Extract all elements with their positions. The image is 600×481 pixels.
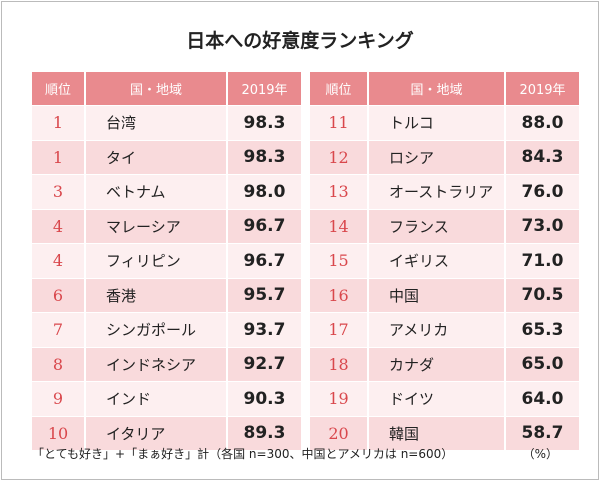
country-cell: オーストラリア — [367, 174, 505, 210]
value-cell: 98.3 — [226, 140, 301, 175]
country-cell: イギリス — [367, 243, 505, 279]
header-cell: 2019年 — [504, 72, 579, 106]
country-cell: フランス — [367, 209, 505, 244]
value-cell: 98.0 — [226, 174, 301, 210]
value-cell: 64.0 — [504, 381, 579, 417]
rank-cell: 3 — [30, 174, 85, 210]
table-row: 11 トルコ 88.0 — [308, 105, 579, 141]
rank-cell: 1 — [30, 105, 85, 141]
ranking-table: 順位 国・地域 2019年 11 トルコ 88.0 12 ロシア 84.3 13 オーストラリア 76… — [308, 72, 579, 451]
value-cell: 71.0 — [504, 243, 579, 279]
table-row: 20 韓国 58.7 — [308, 416, 579, 451]
value-cell: 76.0 — [504, 174, 579, 210]
header-cell: 順位 — [30, 72, 85, 106]
header-cell: 順位 — [308, 72, 368, 106]
value-cell: 96.7 — [226, 209, 301, 244]
rank-cell: 20 — [308, 416, 368, 451]
country-cell: アメリカ — [367, 312, 505, 348]
footnote: 「とても好き」+「まぁ好き」計（各国 n=300、中国とアメリカは n=600） — [32, 447, 454, 461]
value-cell: 89.3 — [226, 416, 301, 451]
rank-cell: 17 — [308, 312, 368, 348]
header-row: 順位 国・地域 2019年 — [30, 72, 301, 106]
table-row: 1 台湾 98.3 — [30, 105, 301, 141]
rank-cell: 10 — [30, 416, 85, 451]
rank-cell: 6 — [30, 278, 85, 313]
rank-cell: 1 — [30, 140, 85, 175]
rank-cell: 9 — [30, 381, 85, 417]
table-row: 16 中国 70.5 — [308, 278, 579, 313]
country-cell: イタリア — [84, 416, 227, 451]
table-row: 17 アメリカ 65.3 — [308, 312, 579, 348]
country-cell: シンガポール — [84, 312, 227, 348]
value-cell: 65.0 — [504, 347, 579, 382]
country-cell: 韓国 — [367, 416, 505, 451]
value-cell: 96.7 — [226, 243, 301, 279]
rank-cell: 11 — [308, 105, 368, 141]
country-cell: ベトナム — [84, 174, 227, 210]
country-cell: マレーシア — [84, 209, 227, 244]
rank-cell: 14 — [308, 209, 368, 244]
table-row: 19 ドイツ 64.0 — [308, 381, 579, 417]
country-cell: 香港 — [84, 278, 227, 313]
country-cell: ドイツ — [367, 381, 505, 417]
header-cell: 国・地域 — [367, 72, 505, 106]
country-cell: 台湾 — [84, 105, 227, 141]
table-row: 12 ロシア 84.3 — [308, 140, 579, 175]
value-cell: 70.5 — [504, 278, 579, 313]
table-row: 15 イギリス 71.0 — [308, 243, 579, 279]
table-row: 4 フィリピン 96.7 — [30, 243, 301, 279]
table-row: 1 タイ 98.3 — [30, 140, 301, 175]
country-cell: カナダ — [367, 347, 505, 382]
country-cell: トルコ — [367, 105, 505, 141]
table-row: 4 マレーシア 96.7 — [30, 209, 301, 244]
country-cell: インド — [84, 381, 227, 417]
table-row: 13 オーストラリア 76.0 — [308, 174, 579, 210]
value-cell: 88.0 — [504, 105, 579, 141]
value-cell: 73.0 — [504, 209, 579, 244]
rank-cell: 4 — [30, 243, 85, 279]
rank-cell: 19 — [308, 381, 368, 417]
value-cell: 90.3 — [226, 381, 301, 417]
rank-cell: 16 — [308, 278, 368, 313]
unit: （%） — [522, 447, 558, 461]
rank-cell: 7 — [30, 312, 85, 348]
header-cell: 国・地域 — [84, 72, 227, 106]
country-cell: 中国 — [367, 278, 505, 313]
rank-cell: 13 — [308, 174, 368, 210]
table-row: 18 カナダ 65.0 — [308, 347, 579, 382]
rank-cell: 12 — [308, 140, 368, 175]
table-row: 3 ベトナム 98.0 — [30, 174, 301, 210]
country-cell: インドネシア — [84, 347, 227, 382]
value-cell: 84.3 — [504, 140, 579, 175]
country-cell: タイ — [84, 140, 227, 175]
value-cell: 58.7 — [504, 416, 579, 451]
table-row: 6 香港 95.7 — [30, 278, 301, 313]
value-cell: 98.3 — [226, 105, 301, 141]
table-row: 9 インド 90.3 — [30, 381, 301, 417]
country-cell: フィリピン — [84, 243, 227, 279]
rank-cell: 8 — [30, 347, 85, 382]
value-cell: 92.7 — [226, 347, 301, 382]
value-cell: 65.3 — [504, 312, 579, 348]
ranking-table: 順位 国・地域 2019年 1 台湾 98.3 1 タイ 98.3 3 ベトナム 98.0 4 マレーシア… — [30, 72, 301, 451]
table-row: 7 シンガポール 93.7 — [30, 312, 301, 348]
table-row: 14 フランス 73.0 — [308, 209, 579, 244]
value-cell: 93.7 — [226, 312, 301, 348]
header-cell: 2019年 — [226, 72, 301, 106]
rank-cell: 15 — [308, 243, 368, 279]
table-row: 10 イタリア 89.3 — [30, 416, 301, 451]
value-cell: 95.7 — [226, 278, 301, 313]
title: 日本への好意度ランキング — [186, 30, 414, 52]
header-row: 順位 国・地域 2019年 — [308, 72, 579, 106]
country-cell: ロシア — [367, 140, 505, 175]
rank-cell: 18 — [308, 347, 368, 382]
rank-cell: 4 — [30, 209, 85, 244]
table-row: 8 インドネシア 92.7 — [30, 347, 301, 382]
